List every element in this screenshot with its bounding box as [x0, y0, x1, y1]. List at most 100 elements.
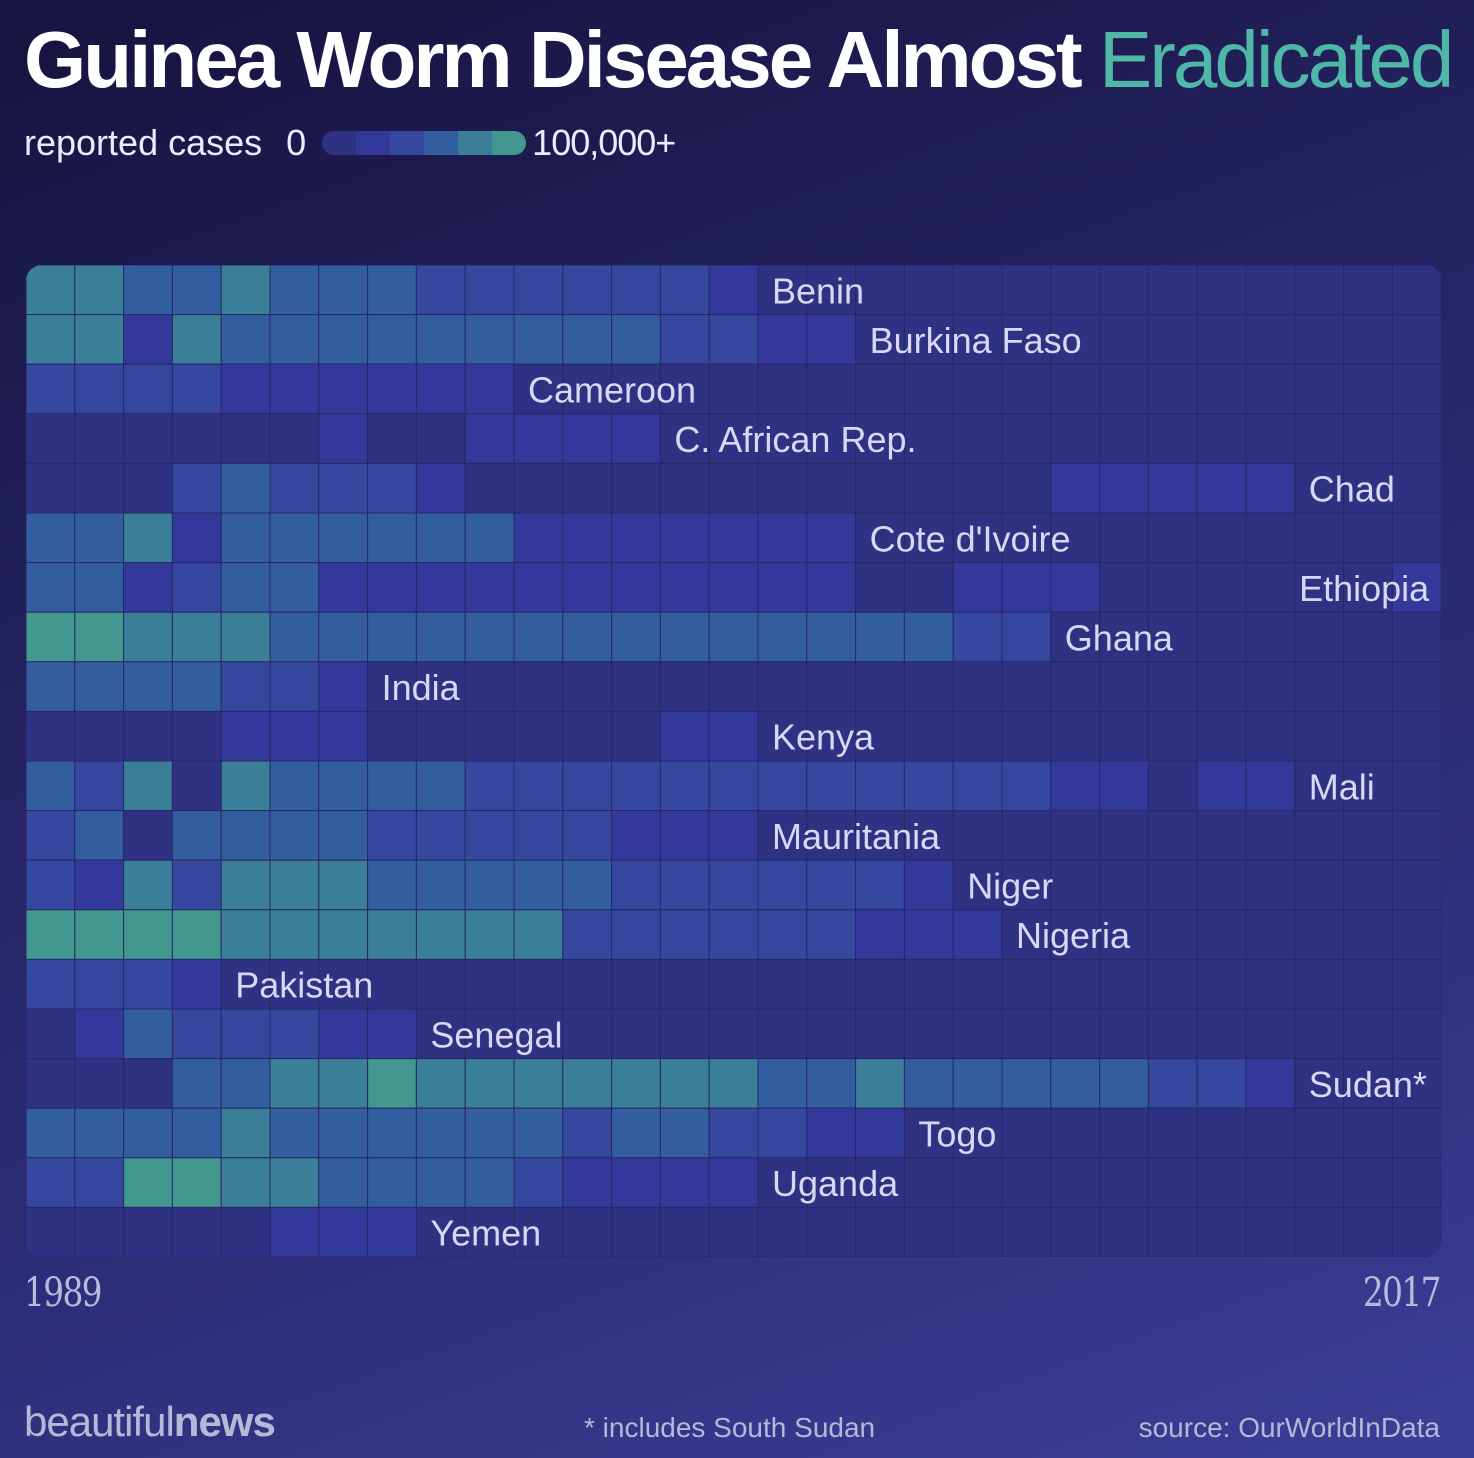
- heatmap-cell: [1001, 1157, 1052, 1208]
- heatmap-cell: [855, 958, 905, 1010]
- heatmap-cell: [415, 1058, 466, 1109]
- country-label: Uganda: [772, 1163, 899, 1204]
- heatmap-cell: [171, 958, 222, 1010]
- heatmap-cell: [464, 710, 515, 762]
- heatmap-cell: [74, 1157, 125, 1208]
- heatmap-cell: [1147, 909, 1198, 960]
- heatmap-cell: [318, 859, 369, 911]
- country-label: C. African Rep.: [674, 419, 916, 460]
- heatmap-cell: [26, 562, 76, 613]
- heatmap-cell: [562, 1008, 613, 1060]
- heatmap-cell: [1245, 958, 1296, 1010]
- heatmap-cell: [806, 611, 857, 663]
- heatmap-cell: [74, 710, 125, 762]
- heatmap-cell: [708, 810, 759, 861]
- heatmap-cell: [806, 562, 857, 613]
- heatmap-cell: [1099, 1008, 1149, 1060]
- heatmap-cell: [1147, 611, 1198, 663]
- heatmap-cell: [1294, 909, 1345, 960]
- heatmap-cell: [806, 314, 857, 365]
- heatmap-cell: [855, 462, 905, 514]
- heatmap-cell: [171, 859, 222, 911]
- heatmap-cell: [855, 909, 905, 960]
- heatmap-cell: [123, 512, 173, 564]
- heatmap-cell: [903, 710, 954, 762]
- heatmap-cell: [26, 1206, 76, 1257]
- heatmap-cell: [1196, 562, 1247, 613]
- heatmap-cell: [1245, 512, 1296, 564]
- heatmap-cell: [123, 413, 173, 464]
- heatmap-cell: [1196, 413, 1247, 464]
- heatmap-cell: [903, 611, 954, 663]
- source-credit: source: OurWorldInData: [1138, 1412, 1440, 1443]
- heatmap-cell: [367, 1157, 417, 1208]
- heatmap-cell: [220, 611, 271, 663]
- heatmap-cell: [757, 859, 808, 911]
- heatmap-cell: [220, 562, 271, 613]
- heatmap-cell: [1099, 909, 1149, 960]
- heatmap-cell: [464, 909, 515, 960]
- heatmap-cell: [1245, 859, 1296, 911]
- heatmap-cell: [806, 1206, 857, 1257]
- footnote: * includes South Sudan: [584, 1412, 876, 1443]
- heatmap-cell: [26, 1107, 76, 1159]
- heatmap-cell: [562, 462, 613, 514]
- heatmap-cell: [415, 462, 466, 514]
- brand-light: beautiful: [24, 1398, 175, 1445]
- heatmap-cell: [464, 1008, 515, 1060]
- heatmap-cell: [611, 1107, 661, 1159]
- heatmap-cell: [1050, 909, 1101, 960]
- heatmap-cell: [611, 859, 661, 911]
- heatmap-cell: [464, 265, 515, 316]
- heatmap-cell: [367, 1206, 417, 1257]
- heatmap-cell: [269, 710, 320, 762]
- heatmap-cell: [464, 859, 515, 911]
- heatmap-cell: [1294, 314, 1345, 365]
- heatmap-cell: [562, 859, 613, 911]
- heatmap-cell: [318, 1107, 369, 1159]
- heatmap-cell: [171, 1206, 222, 1257]
- heatmap-cell: [415, 909, 466, 960]
- heatmap-cell: [1196, 611, 1247, 663]
- heatmap-cell: [269, 363, 320, 415]
- heatmap-cell: [513, 859, 564, 911]
- heatmap-cell: [1391, 314, 1442, 365]
- heatmap-cell: [1196, 314, 1247, 365]
- heatmap-cell: [318, 1058, 369, 1109]
- legend-max: 100,000+: [532, 122, 676, 163]
- heatmap-cell: [123, 661, 173, 712]
- heatmap-cell: [757, 1058, 808, 1109]
- heatmap-cell: [513, 363, 564, 415]
- heatmap-cell: [1196, 1206, 1247, 1257]
- heatmap-cell: [367, 1107, 417, 1159]
- heatmap-cell: [123, 810, 173, 861]
- heatmap-cell: [1050, 661, 1101, 712]
- heatmap-cell: [1294, 512, 1345, 564]
- heatmap-cell: [318, 760, 369, 812]
- heatmap-cell: [464, 413, 515, 464]
- heatmap-cell: [659, 1157, 710, 1208]
- heatmap-cell: [757, 314, 808, 365]
- heatmap-cell: [757, 413, 808, 464]
- heatmap-cell: [171, 760, 222, 812]
- heatmap-cell: [1147, 661, 1198, 712]
- heatmap-cell: [1099, 760, 1149, 812]
- heatmap-cell: [269, 1008, 320, 1060]
- heatmap-cell: [1001, 661, 1052, 712]
- heatmap-cells: [26, 265, 1442, 1257]
- heatmap-cell: [318, 314, 369, 365]
- heatmap-cell: [318, 710, 369, 762]
- heatmap-cell: [1196, 363, 1247, 415]
- heatmap-cell: [171, 413, 222, 464]
- heatmap-cell: [1196, 1107, 1247, 1159]
- heatmap-cell: [855, 1206, 905, 1257]
- heatmap-cell: [464, 810, 515, 861]
- heatmap-cell: [806, 958, 857, 1010]
- heatmap-cell: [757, 710, 808, 762]
- heatmap-cell: [171, 909, 222, 960]
- heatmap-cell: [952, 562, 1003, 613]
- heatmap-cell: [1147, 1206, 1198, 1257]
- heatmap-cell: [123, 1157, 173, 1208]
- heatmap-cell: [708, 363, 759, 415]
- heatmap-cell: [1245, 710, 1296, 762]
